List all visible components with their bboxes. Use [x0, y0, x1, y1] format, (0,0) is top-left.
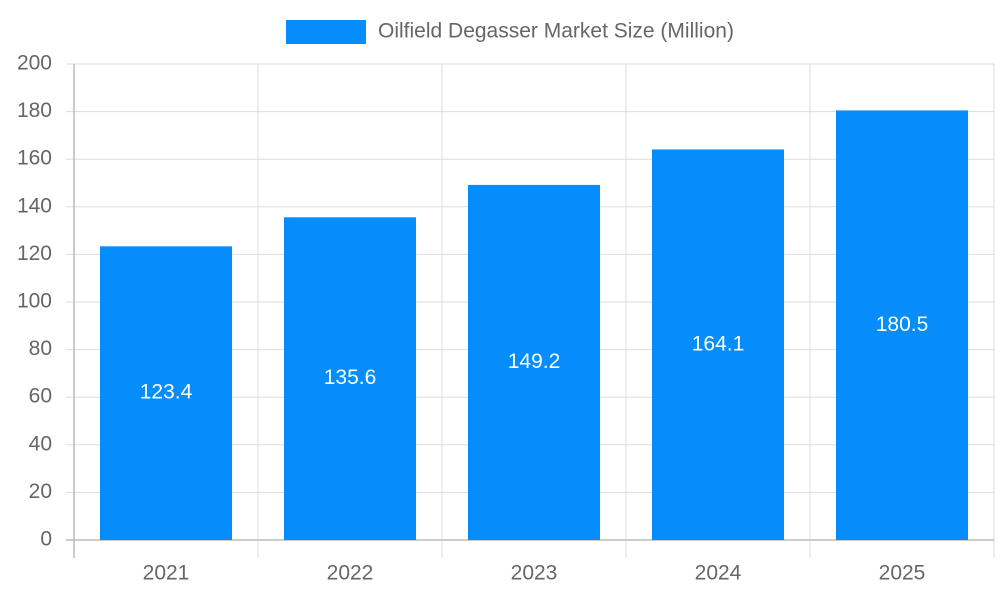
- y-tick-label: 40: [29, 432, 52, 455]
- data-label: 180.5: [876, 313, 929, 336]
- bar: [100, 246, 232, 541]
- bar: [284, 217, 416, 540]
- y-tick-label: 200: [17, 52, 52, 75]
- x-tick-label: 2025: [879, 562, 926, 585]
- legend-swatch: [286, 20, 366, 44]
- data-label: 164.1: [692, 332, 745, 355]
- y-tick-label: 140: [17, 194, 52, 217]
- y-tick-label: 180: [17, 99, 52, 122]
- y-tick-label: 80: [29, 337, 52, 360]
- data-label: 135.6: [324, 366, 377, 389]
- y-tick-label: 60: [29, 385, 52, 408]
- legend-label: Oilfield Degasser Market Size (Million): [378, 20, 734, 43]
- data-label: 149.2: [508, 350, 561, 373]
- y-tick-label: 100: [17, 290, 52, 313]
- x-tick-label: 2022: [327, 562, 374, 585]
- bar: [836, 110, 968, 540]
- x-tick-label: 2024: [695, 562, 742, 585]
- y-tick-label: 20: [29, 480, 52, 503]
- y-tick-label: 160: [17, 147, 52, 170]
- bar: [468, 184, 600, 541]
- data-label: 123.4: [140, 381, 193, 404]
- x-tick-label: 2021: [143, 562, 190, 585]
- y-tick-label: 0: [40, 528, 52, 551]
- bar: [652, 149, 784, 540]
- x-tick-label: 2023: [511, 562, 558, 585]
- y-tick-label: 120: [17, 242, 52, 265]
